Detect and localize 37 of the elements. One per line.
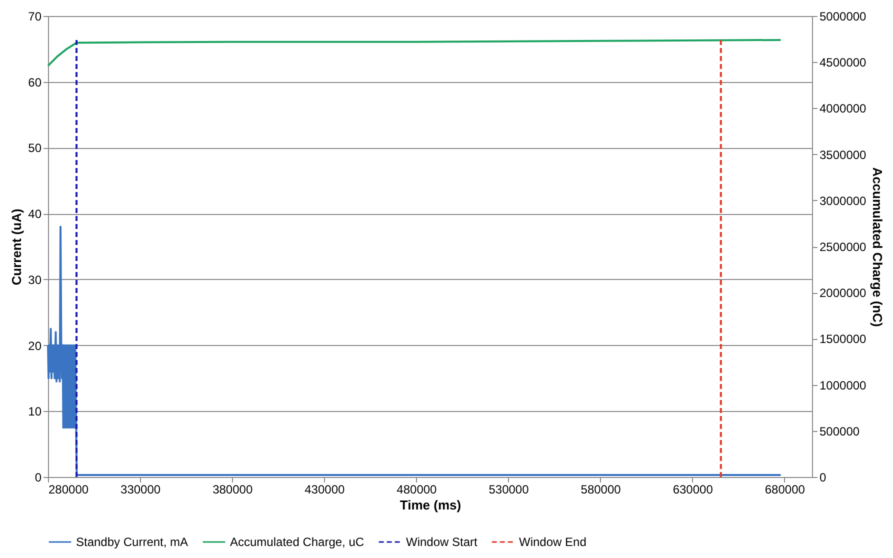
y2-tick-label: 1500000 <box>820 332 867 346</box>
y2-tick-label: 1000000 <box>820 378 867 392</box>
y2-tick-label: 4000000 <box>820 102 867 116</box>
x-tick-label: 680000 <box>764 482 806 496</box>
y2-tick-label: 3000000 <box>820 194 867 208</box>
y-tick-label: 50 <box>28 141 42 156</box>
y-tick-label: 0 <box>34 470 42 484</box>
x-tick-label: 530000 <box>488 482 530 496</box>
x-tick-label: 630000 <box>672 482 714 496</box>
y-tick-label: 10 <box>28 404 42 419</box>
y2-tick-label: 0 <box>820 470 826 484</box>
legend-label: Accumulated Charge, uC <box>230 535 364 549</box>
y-axis-title: Current (uA) <box>9 208 24 286</box>
legend-label: Standby Current, mA <box>76 535 188 549</box>
y2-axis-title: Accumulated Charge (nC) <box>870 167 886 327</box>
line-series <box>47 226 782 476</box>
x-tick-label: 430000 <box>304 482 345 496</box>
y2-tick-label: 2000000 <box>820 286 867 300</box>
x-axis-title: Time (ms) <box>400 498 462 512</box>
y2-tick-label: 5000000 <box>820 10 867 24</box>
y2-tick-label: 500000 <box>820 424 860 438</box>
y-tick-label: 20 <box>28 338 42 353</box>
y-tick-label: 40 <box>28 207 42 222</box>
x-tick-label: 330000 <box>120 482 161 496</box>
x-tick-label: 280000 <box>48 482 89 496</box>
legend-label: Window End <box>519 535 586 549</box>
legend-label: Window Start <box>406 535 478 549</box>
x-tick-label: 480000 <box>396 482 438 496</box>
x-tick-label: 580000 <box>580 482 622 496</box>
line-series <box>47 38 782 67</box>
y-tick-label: 30 <box>28 272 42 287</box>
y-tick-label: 70 <box>28 10 42 24</box>
y2-tick-label: 3500000 <box>820 148 867 162</box>
y-tick-label: 60 <box>28 75 42 90</box>
x-tick-label: 380000 <box>212 482 253 496</box>
y2-tick-label: 4500000 <box>820 56 867 70</box>
y2-tick-label: 2500000 <box>820 240 867 254</box>
